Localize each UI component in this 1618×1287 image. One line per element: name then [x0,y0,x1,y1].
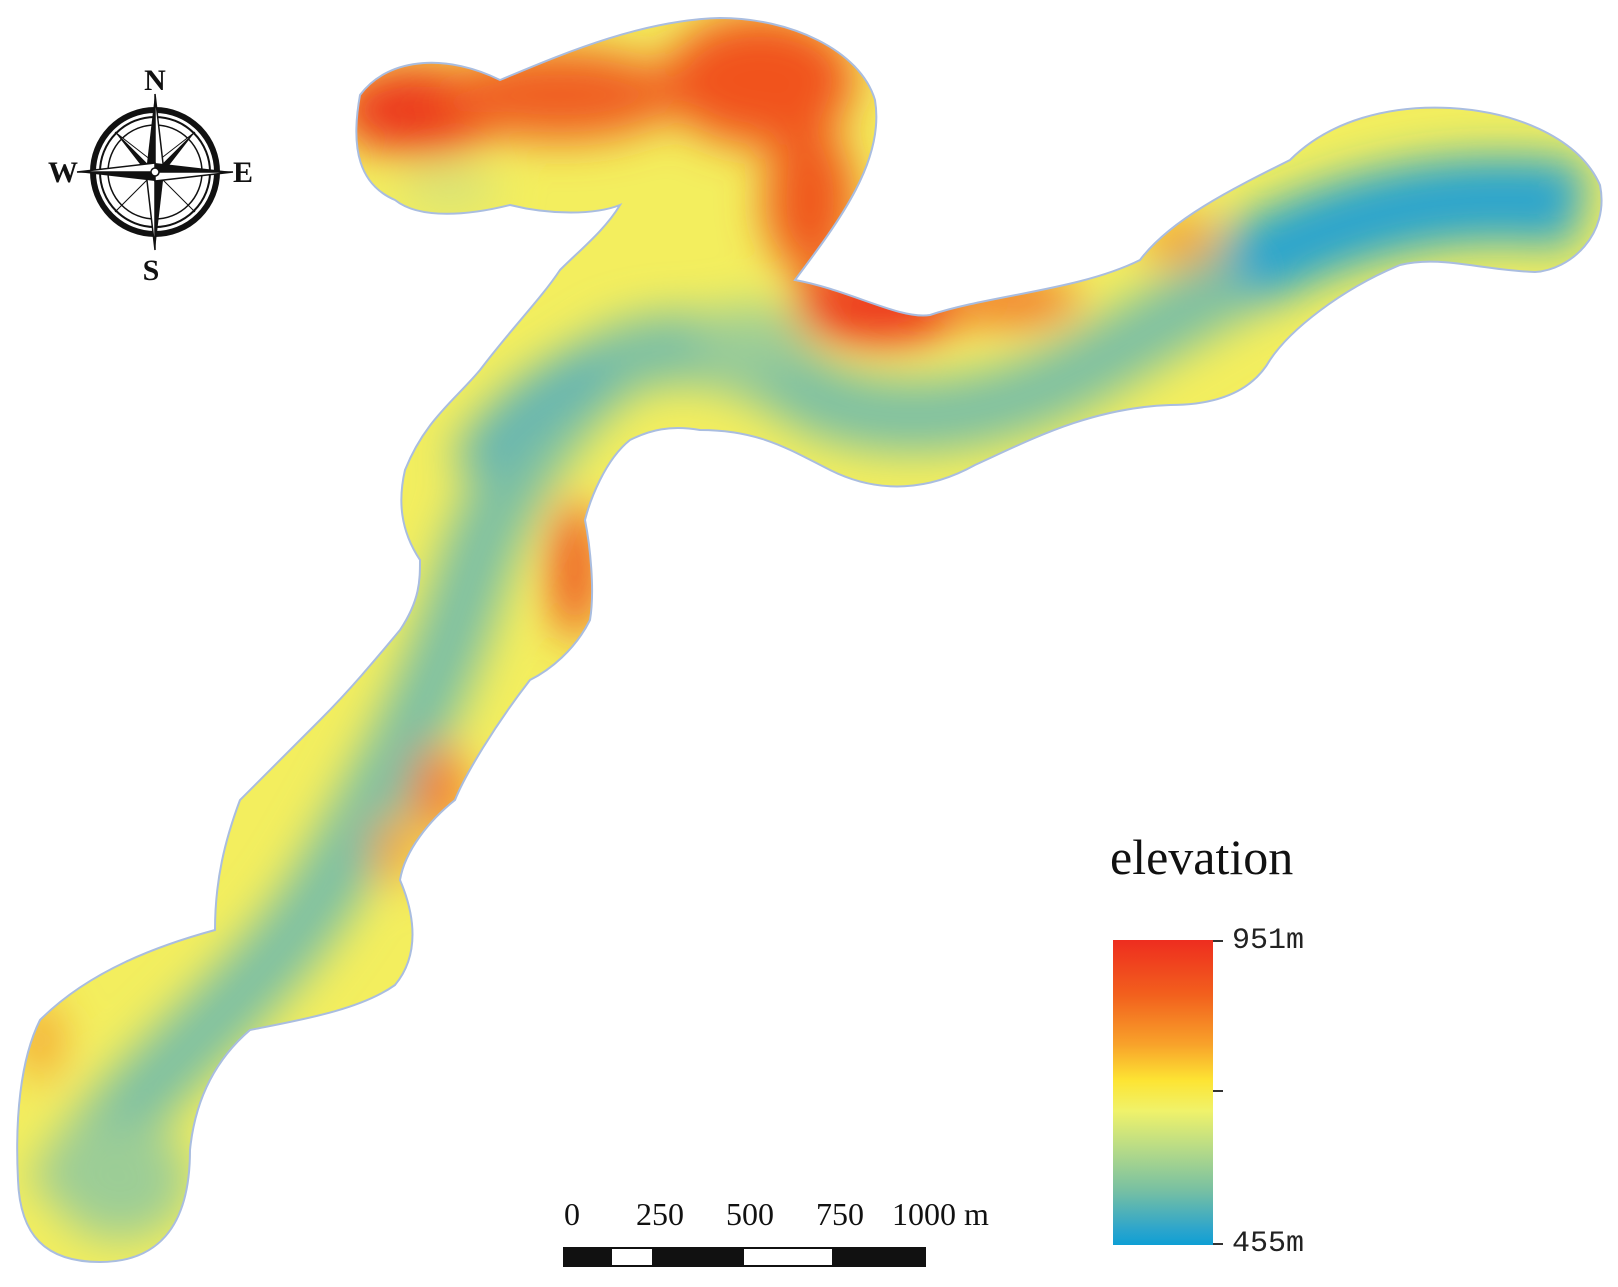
legend-tick-mid [1213,1090,1223,1092]
low-center-band [450,339,611,482]
legend-max-label: 951m [1232,924,1305,958]
compass-south-label: S [143,254,160,287]
elevation-color-ramp [1113,940,1213,1245]
low-east-band [1219,156,1586,308]
ridge-spur [765,125,855,275]
patch-nw [400,168,500,212]
scale-label-500: 500 [726,1196,774,1232]
scale-label-250: 250 [636,1196,684,1232]
scale-segment-1 [564,1248,612,1266]
scale-label-750: 750 [816,1196,864,1232]
compass-north-label: N [144,64,166,97]
legend-tick-min [1213,1243,1223,1245]
patch-sw [50,1120,190,1240]
scale-segment-2 [652,1248,744,1266]
scale-label-0: 0 [564,1196,580,1232]
compass-east-label: E [233,156,253,189]
ridge-sw [20,1000,60,1080]
scale-bar [563,1247,926,1267]
compass-rose-icon: N S E W [48,64,253,287]
legend-tick-max [1213,940,1223,942]
ridge-central-east [940,275,1080,325]
legend-min-label: 455m [1232,1227,1305,1261]
compass-west-label: W [48,156,78,189]
ridge-n [440,50,680,140]
legend-title: elevation [1110,829,1294,885]
ridge-ne [665,18,855,145]
scale-label-1000: 1000 m [892,1196,989,1232]
scale-segment-3 [832,1248,925,1266]
ridge-mid-slope [553,500,597,640]
patch-center [695,305,805,375]
